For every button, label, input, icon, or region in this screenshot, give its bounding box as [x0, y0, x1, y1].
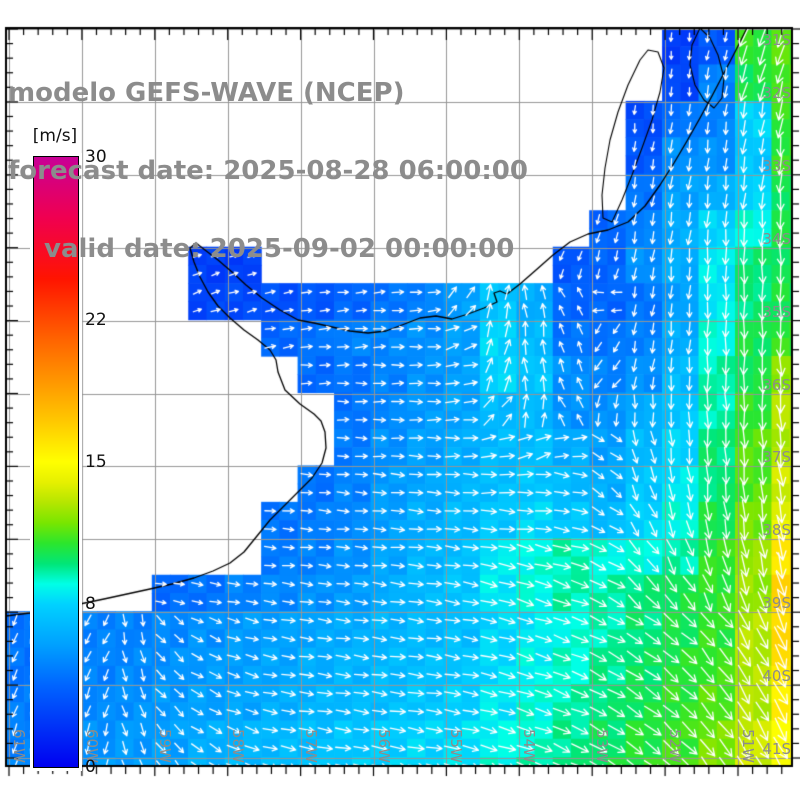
- colorbar-tick-label: 8: [85, 594, 96, 615]
- lat-label-36s: 36S: [762, 375, 791, 394]
- lat-label-31s: 31S: [762, 31, 791, 49]
- lon-label-58w: 58W: [228, 729, 247, 763]
- lon-label-52w: 52W: [666, 729, 685, 763]
- lon-label-51w: 51W: [739, 729, 757, 763]
- colorbar-tick-label: 22: [85, 309, 107, 330]
- lon-label-59w: 59W: [155, 729, 174, 763]
- lon-label-55w: 55W: [447, 729, 466, 763]
- lat-label-40s: 40S: [762, 667, 791, 686]
- lat-label-41s: 41S: [762, 740, 791, 758]
- valid-date: valid date: 2025-09-02 00:00:00: [44, 234, 515, 264]
- lat-label-34s: 34S: [762, 229, 791, 248]
- lat-label-32s: 32S: [762, 83, 791, 102]
- model-title: modelo GEFS-WAVE (NCEP): [8, 78, 405, 108]
- colorbar-gradient: [33, 156, 79, 768]
- lat-label-39s: 39S: [762, 594, 791, 613]
- lon-label-53w: 53W: [593, 729, 612, 763]
- lat-label-38s: 38S: [762, 521, 791, 540]
- colorbar-tick-label: 15: [85, 452, 107, 472]
- lon-label-54w: 54W: [520, 729, 539, 763]
- lon-label-57w: 57W: [301, 729, 320, 763]
- lon-label-61w: 61W: [10, 729, 28, 763]
- forecast-date: forecast date: 2025-08-28 06:00:00: [8, 156, 528, 186]
- colorbar-tick-label: 30: [85, 147, 107, 167]
- title-block: modelo GEFS-WAVE (NCEP) forecast date: 2…: [8, 28, 528, 314]
- lon-label-56w: 56W: [374, 729, 393, 763]
- lat-label-37s: 37S: [762, 448, 791, 467]
- colorbar-unit-label: [m/s]: [32, 126, 78, 146]
- colorbar-tick-label: 0: [85, 757, 96, 777]
- colorbar: [30, 153, 82, 771]
- lat-label-33s: 33S: [762, 156, 791, 175]
- lat-label-35s: 35S: [762, 302, 791, 321]
